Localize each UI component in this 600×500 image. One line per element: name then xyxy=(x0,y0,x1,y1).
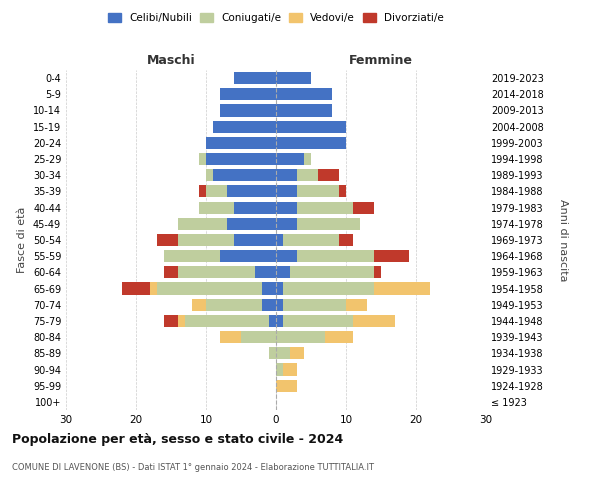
Bar xyxy=(150,282,157,294)
Bar xyxy=(374,266,381,278)
Bar xyxy=(276,348,290,360)
Bar xyxy=(220,88,276,101)
Bar xyxy=(122,282,150,294)
Bar xyxy=(206,137,276,149)
Bar xyxy=(276,104,332,117)
Bar xyxy=(290,348,304,360)
Bar xyxy=(164,315,178,327)
Bar xyxy=(213,120,276,132)
Bar xyxy=(318,169,339,181)
Bar xyxy=(206,186,227,198)
Bar xyxy=(192,298,206,311)
Bar xyxy=(276,153,304,165)
Bar xyxy=(164,250,220,262)
Text: Maschi: Maschi xyxy=(146,54,196,67)
Bar xyxy=(297,202,353,213)
Bar xyxy=(276,218,297,230)
Bar xyxy=(339,186,346,198)
Legend: Celibi/Nubili, Coniugati/e, Vedovi/e, Divorziati/e: Celibi/Nubili, Coniugati/e, Vedovi/e, Di… xyxy=(105,10,447,26)
Bar xyxy=(220,250,276,262)
Bar xyxy=(262,298,276,311)
Bar xyxy=(276,88,332,101)
Bar xyxy=(234,202,276,213)
Bar xyxy=(304,153,311,165)
Bar xyxy=(283,364,297,376)
Bar xyxy=(276,234,283,246)
Bar xyxy=(276,364,283,376)
Bar xyxy=(262,282,276,294)
Text: Femmine: Femmine xyxy=(349,54,413,67)
Bar xyxy=(276,72,311,84)
Y-axis label: Fasce di età: Fasce di età xyxy=(17,207,27,273)
Bar xyxy=(269,315,276,327)
Bar xyxy=(227,186,276,198)
Bar xyxy=(178,266,255,278)
Bar xyxy=(283,298,346,311)
Bar xyxy=(157,282,262,294)
Bar xyxy=(297,186,339,198)
Bar xyxy=(283,282,374,294)
Bar xyxy=(297,250,374,262)
Bar xyxy=(206,298,262,311)
Bar xyxy=(199,202,234,213)
Bar xyxy=(325,331,353,343)
Bar xyxy=(353,202,374,213)
Bar xyxy=(276,331,325,343)
Bar xyxy=(269,348,276,360)
Bar xyxy=(199,186,206,198)
Bar xyxy=(276,169,297,181)
Bar xyxy=(374,282,430,294)
Bar xyxy=(234,72,276,84)
Bar xyxy=(255,266,276,278)
Bar xyxy=(297,218,360,230)
Bar xyxy=(276,315,283,327)
Bar xyxy=(276,250,297,262)
Bar xyxy=(276,120,346,132)
Bar xyxy=(283,234,339,246)
Bar xyxy=(164,266,178,278)
Bar xyxy=(276,380,297,392)
Bar xyxy=(241,331,276,343)
Bar xyxy=(178,315,185,327)
Text: COMUNE DI LAVENONE (BS) - Dati ISTAT 1° gennaio 2024 - Elaborazione TUTTITALIA.I: COMUNE DI LAVENONE (BS) - Dati ISTAT 1° … xyxy=(12,462,374,471)
Bar xyxy=(213,169,276,181)
Bar xyxy=(276,137,346,149)
Bar xyxy=(206,169,213,181)
Bar xyxy=(178,234,234,246)
Bar xyxy=(178,218,227,230)
Bar xyxy=(276,186,297,198)
Bar xyxy=(276,202,297,213)
Y-axis label: Anni di nascita: Anni di nascita xyxy=(557,198,568,281)
Bar xyxy=(346,298,367,311)
Bar xyxy=(374,250,409,262)
Bar xyxy=(199,153,206,165)
Bar xyxy=(290,266,374,278)
Bar xyxy=(276,298,283,311)
Bar xyxy=(185,315,269,327)
Bar xyxy=(276,266,290,278)
Bar xyxy=(220,331,241,343)
Bar xyxy=(234,234,276,246)
Bar xyxy=(339,234,353,246)
Bar xyxy=(206,153,276,165)
Bar xyxy=(227,218,276,230)
Bar xyxy=(297,169,318,181)
Bar xyxy=(353,315,395,327)
Bar xyxy=(276,282,283,294)
Bar xyxy=(283,315,353,327)
Bar xyxy=(157,234,178,246)
Text: Popolazione per età, sesso e stato civile - 2024: Popolazione per età, sesso e stato civil… xyxy=(12,432,343,446)
Bar xyxy=(220,104,276,117)
